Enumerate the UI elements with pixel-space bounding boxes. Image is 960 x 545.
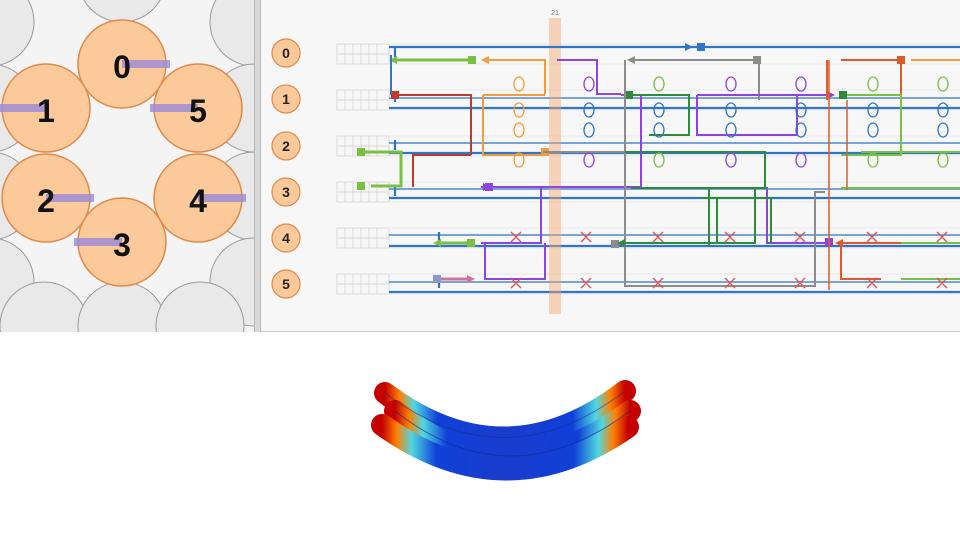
cadnano-editor: 0 1 5 2 4 <box>0 0 960 332</box>
helix-badge-4[interactable]: 4 <box>271 223 301 253</box>
helix-badges: 0 1 2 3 4 <box>271 38 301 299</box>
helix-5-label: 5 <box>189 93 207 129</box>
helix-badge-3[interactable]: 3 <box>271 177 301 207</box>
loop-markers <box>513 76 949 168</box>
helix-1-label: 1 <box>37 93 55 129</box>
helix-2-label: 2 <box>37 183 55 219</box>
helix-4-label: 4 <box>189 183 207 219</box>
path-view-panel[interactable]: 0 1 2 3 4 <box>261 0 960 332</box>
helix-grids <box>336 43 960 295</box>
slider-label: 21 <box>551 10 559 17</box>
curved-bundle <box>371 380 641 481</box>
svg-text:1: 1 <box>282 91 290 107</box>
3d-structure-view[interactable] <box>0 333 960 540</box>
helix-0[interactable]: 0 <box>77 19 170 109</box>
helix-1[interactable]: 1 <box>0 63 91 153</box>
helix-5[interactable]: 5 <box>150 63 243 153</box>
skip-markers <box>510 231 948 289</box>
helix-4[interactable]: 4 <box>153 153 246 243</box>
position-slider[interactable]: 21 <box>549 10 561 314</box>
helix-2[interactable]: 2 <box>1 153 94 243</box>
helix-badge-2[interactable]: 2 <box>271 131 301 161</box>
helix-badge-5[interactable]: 5 <box>271 269 301 299</box>
helix-3-label: 3 <box>113 227 131 263</box>
helix-badge-1[interactable]: 1 <box>271 84 301 114</box>
svg-text:4: 4 <box>282 230 290 246</box>
helix-0-label: 0 <box>113 49 131 85</box>
slice-view-canvas[interactable]: 0 1 5 2 4 <box>0 0 256 332</box>
svg-text:5: 5 <box>282 276 290 292</box>
svg-text:0: 0 <box>282 45 290 61</box>
path-view-canvas[interactable]: 0 1 2 3 4 <box>261 0 960 332</box>
scaffold-lines <box>389 45 960 294</box>
svg-text:3: 3 <box>282 184 290 200</box>
3d-structure-canvas[interactable] <box>0 333 960 540</box>
helix-badge-0[interactable]: 0 <box>271 38 301 68</box>
helix-3[interactable]: 3 <box>74 197 167 287</box>
svg-text:2: 2 <box>282 138 290 154</box>
panel-splitter[interactable] <box>254 0 261 332</box>
slice-view-panel[interactable]: 0 1 5 2 4 <box>0 0 256 332</box>
